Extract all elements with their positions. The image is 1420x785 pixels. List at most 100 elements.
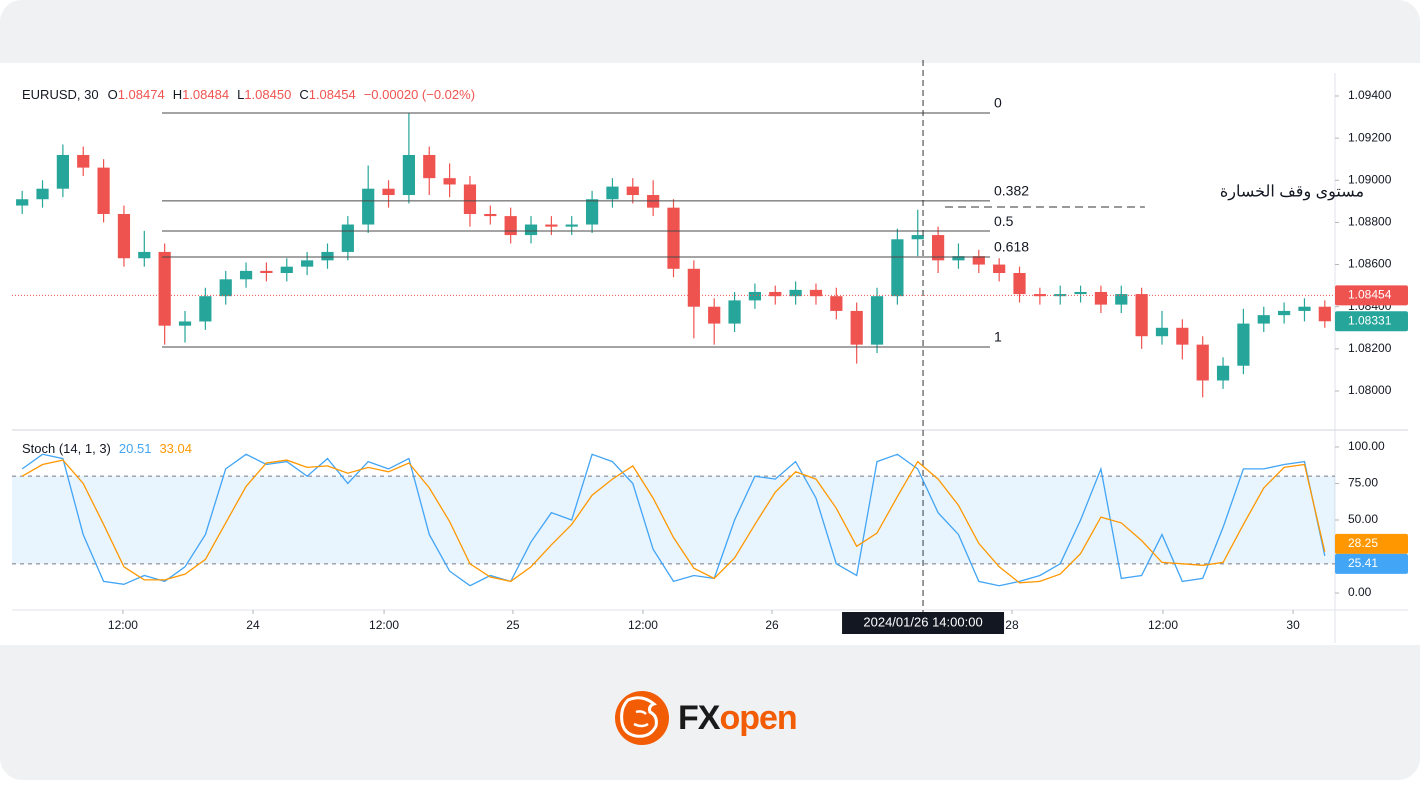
y-tick-label: 1.08200 xyxy=(1348,341,1392,355)
y-tick-label: 1.09000 xyxy=(1348,172,1392,186)
candle-body xyxy=(402,154,416,196)
candle-body xyxy=(809,289,823,297)
stoch-line xyxy=(21,453,1326,587)
candle-body xyxy=(97,167,110,214)
candle-body xyxy=(1216,365,1230,381)
stoch-legend: Stoch (14, 1, 3) 20.51 33.04 xyxy=(22,441,192,456)
candle-body xyxy=(1013,272,1026,295)
current-price-marker xyxy=(1335,285,1408,306)
candle-body xyxy=(1115,294,1128,305)
candle-body xyxy=(423,154,436,179)
stoch-value-label: 25.41 xyxy=(1348,556,1378,570)
ohlc-value: 1.08450 xyxy=(244,87,291,102)
candle-body xyxy=(484,213,497,217)
x-tick-label: 28 xyxy=(1005,618,1019,632)
x-tick-label: 24 xyxy=(246,618,260,632)
fib-level-label: 0 xyxy=(994,95,1002,111)
candle-body xyxy=(952,256,965,261)
brand-logo: FXopen xyxy=(615,691,798,745)
crosshair-time-box xyxy=(842,612,1005,634)
candle-body xyxy=(158,251,171,326)
x-tick-label: 12:00 xyxy=(1148,618,1178,632)
price-change: −0.00020 (−0.02%) xyxy=(364,87,475,102)
candle-body xyxy=(585,199,599,225)
y-tick-label: 0.00 xyxy=(1348,585,1372,599)
candle-body xyxy=(1278,310,1291,316)
candle-body xyxy=(341,224,354,252)
candle-body xyxy=(1155,327,1169,337)
candle-body xyxy=(870,296,884,345)
ohlc-key: H xyxy=(173,87,182,102)
brand-name: FXopen xyxy=(678,699,797,737)
ohlc-value: 1.08454 xyxy=(309,87,356,102)
symbol: EURUSD, 30 xyxy=(22,87,99,102)
candle-body xyxy=(443,178,456,185)
candle-body xyxy=(708,306,721,324)
crosshair-time-label: 2024/01/26 14:00:00 xyxy=(863,614,982,629)
y-tick-label: 75.00 xyxy=(1348,476,1378,490)
candle-body xyxy=(524,224,538,236)
candle-body xyxy=(178,321,192,326)
candle-body xyxy=(219,279,232,297)
candle-body xyxy=(1033,294,1046,297)
brand-suffix: open xyxy=(719,699,796,737)
candle-body xyxy=(1257,315,1270,324)
stoch-band xyxy=(12,476,1335,564)
candle-body xyxy=(36,188,49,200)
stoch-value-marker xyxy=(1335,533,1408,554)
candle-body xyxy=(1094,291,1108,305)
candle-body xyxy=(1196,344,1209,381)
candle-body xyxy=(117,213,131,259)
candle-body xyxy=(850,310,863,345)
last-close-marker xyxy=(1335,311,1408,332)
logo-lion-detail xyxy=(633,710,649,728)
fib-level-label: 1 xyxy=(994,329,1002,345)
ohlc-key: O xyxy=(108,87,118,102)
brand-prefix: FX xyxy=(678,699,721,737)
candle-body xyxy=(545,224,558,227)
stoch-current-value: 20.51 xyxy=(119,441,152,456)
last-close-label: 1.08331 xyxy=(1348,313,1392,327)
ohlc-key: C xyxy=(299,87,308,102)
candle-body xyxy=(830,296,843,311)
y-tick-label: 1.08800 xyxy=(1348,215,1392,229)
ohlc-value: 1.08474 xyxy=(118,87,165,102)
logo-lion xyxy=(620,696,658,738)
candle-body xyxy=(1074,291,1087,295)
candle-body xyxy=(1237,323,1250,366)
y-tick-label: 1.09400 xyxy=(1348,88,1392,102)
candle-body xyxy=(56,154,69,189)
candle-body xyxy=(606,186,619,200)
candle-body xyxy=(1054,294,1067,297)
stoch-value-marker xyxy=(1335,553,1408,574)
candle-body xyxy=(321,251,334,261)
candle-body xyxy=(504,216,517,236)
candle-body xyxy=(667,207,680,269)
candle-body xyxy=(382,188,395,196)
y-tick-label: 100.00 xyxy=(1348,439,1385,453)
candle-body xyxy=(687,268,700,307)
candle-body xyxy=(77,154,90,168)
y-tick-label: 50.00 xyxy=(1348,512,1378,526)
x-tick-label: 12:00 xyxy=(628,618,658,632)
stoch-title: Stoch (14, 1, 3) xyxy=(22,441,111,456)
y-tick-label: 1.09200 xyxy=(1348,130,1392,144)
candle-body xyxy=(748,291,762,301)
candle-body xyxy=(362,188,375,225)
candle-body xyxy=(626,186,639,196)
x-tick-label: 12:00 xyxy=(369,618,399,632)
annotation-text: مستوى وقف الخسارة xyxy=(1220,183,1364,200)
stoch-current-value: 33.04 xyxy=(159,441,192,456)
fib-level-label: 0.618 xyxy=(994,239,1029,255)
candle-body xyxy=(1318,306,1331,322)
ohlc-key: L xyxy=(237,87,244,102)
candle-body xyxy=(260,270,273,273)
candle-body xyxy=(199,296,212,322)
y-tick-label: 1.08000 xyxy=(1348,383,1392,397)
x-tick-label: 25 xyxy=(506,618,520,632)
fib-level-label: 0.382 xyxy=(994,183,1029,199)
x-tick-label: 26 xyxy=(765,618,779,632)
candle-body xyxy=(301,260,314,267)
